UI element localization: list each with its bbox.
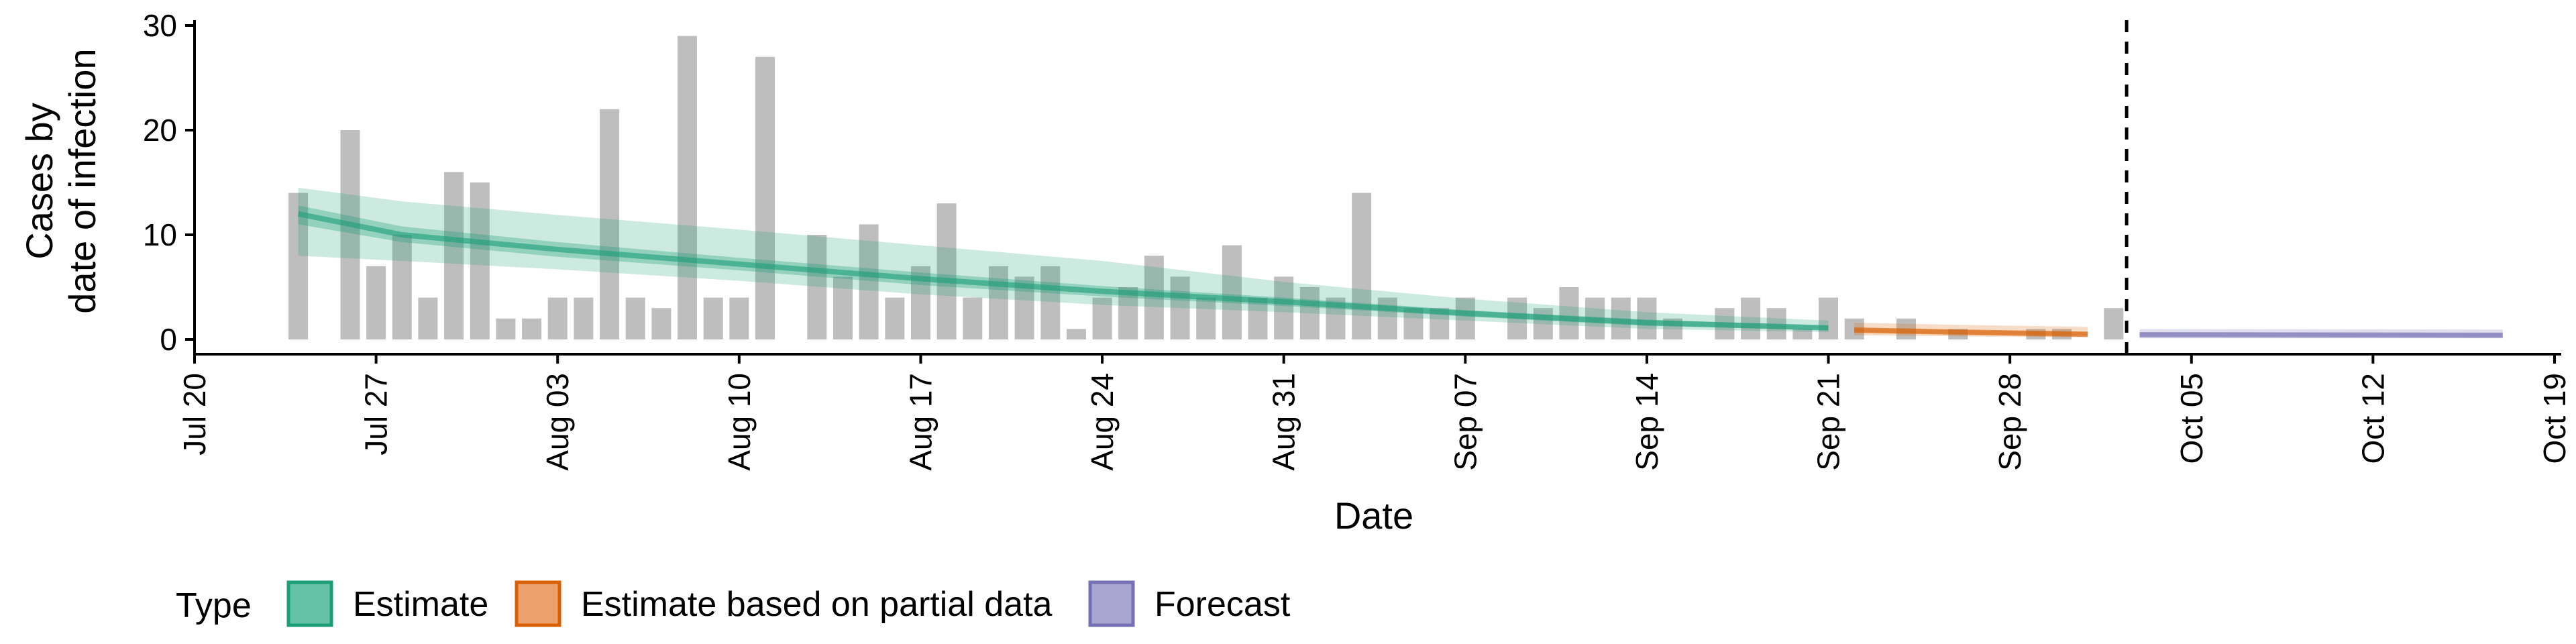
x-tick-label: Sep 28: [1992, 373, 2027, 471]
x-tick-label: Oct 05: [2174, 373, 2209, 464]
bar: [1403, 308, 1424, 339]
y-axis-ticks: 0 10 20 30: [143, 8, 195, 357]
bar: [1299, 287, 1320, 339]
x-tick-label: Sep 21: [1811, 373, 1846, 471]
bar: [1066, 329, 1086, 339]
bar: [1196, 297, 1216, 339]
bar: [340, 130, 360, 339]
y-axis-title-line-1: Cases by: [18, 103, 60, 259]
bar: [470, 182, 490, 339]
x-tick-label: Aug 31: [1267, 373, 1301, 471]
bars-layer: [288, 36, 2124, 340]
bar: [625, 297, 645, 339]
bar: [522, 318, 542, 339]
series-0-band-90: [298, 187, 1829, 333]
bar: [1118, 287, 1138, 339]
bar: [1637, 297, 1657, 339]
bar: [1377, 297, 1397, 339]
bar: [807, 235, 827, 339]
bar: [1092, 297, 1112, 339]
x-tick-label: Jul 20: [177, 373, 212, 455]
legend-label-0: Estimate: [353, 585, 488, 624]
bar: [1248, 297, 1268, 339]
x-tick-label: Jul 27: [359, 373, 394, 455]
bar: [1455, 297, 1475, 339]
bar: [1792, 329, 1813, 339]
bar: [496, 318, 516, 339]
bar: [678, 36, 697, 339]
series-0-median-line: [297, 211, 1829, 331]
bar: [885, 297, 905, 339]
bar: [1559, 287, 1579, 339]
bar: [1274, 276, 1294, 339]
bar: [2104, 308, 2124, 339]
bar: [755, 56, 775, 340]
y-tick-label: 30: [143, 8, 177, 43]
bar: [833, 276, 853, 339]
legend-title: Type: [176, 586, 252, 625]
bar: [1144, 256, 1164, 339]
bar: [366, 266, 386, 339]
bar: [936, 203, 957, 339]
legend-label-1: Estimate based on partial data: [581, 585, 1053, 624]
x-tick-label: Sep 07: [1448, 373, 1483, 471]
y-axis-title-line-2: date of infection: [61, 48, 103, 313]
x-tick-label: Sep 14: [1629, 373, 1664, 471]
x-tick-label: Aug 10: [722, 373, 757, 471]
bar: [1222, 245, 1242, 339]
legend: Type Estimate Estimate based on partial d…: [176, 580, 1291, 627]
y-tick-label: 0: [160, 322, 177, 357]
bar: [963, 297, 983, 339]
x-tick-label: Oct 12: [2355, 373, 2390, 464]
series-1-median-line: [1854, 327, 2088, 337]
bar: [1533, 308, 1553, 339]
legend-key-0: [286, 580, 333, 627]
bar: [1819, 297, 1838, 339]
legend-key-1: [515, 580, 561, 627]
x-tick-label: Oct 19: [2537, 373, 2572, 464]
y-tick-label: 20: [143, 113, 177, 148]
x-tick-label: Aug 24: [1085, 373, 1120, 471]
bar: [1741, 297, 1761, 339]
x-axis-ticks: Jul 20 Jul 27 Aug 03 Aug 10 Aug 17 Aug 24 Aug …: [177, 354, 2572, 471]
legend-label-2: Forecast: [1155, 585, 1291, 624]
bar: [600, 109, 620, 340]
y-tick-label: 10: [143, 217, 177, 252]
bar: [418, 297, 438, 339]
bar: [444, 172, 464, 339]
bar: [651, 308, 672, 339]
legend-key-2: [1088, 580, 1135, 627]
bar: [703, 297, 723, 339]
x-axis-title: Date: [1334, 494, 1413, 537]
bar: [1040, 266, 1061, 339]
bar: [574, 297, 594, 339]
x-tick-label: Aug 17: [903, 373, 938, 471]
bar: [392, 235, 412, 339]
bar: [1170, 276, 1190, 339]
x-tick-label: Aug 03: [540, 373, 575, 471]
bar: [1352, 193, 1372, 339]
bar: [988, 266, 1008, 339]
bar: [547, 297, 568, 339]
bar: [729, 297, 749, 339]
ribbons-layer: [297, 187, 2503, 339]
bar: [859, 224, 879, 339]
